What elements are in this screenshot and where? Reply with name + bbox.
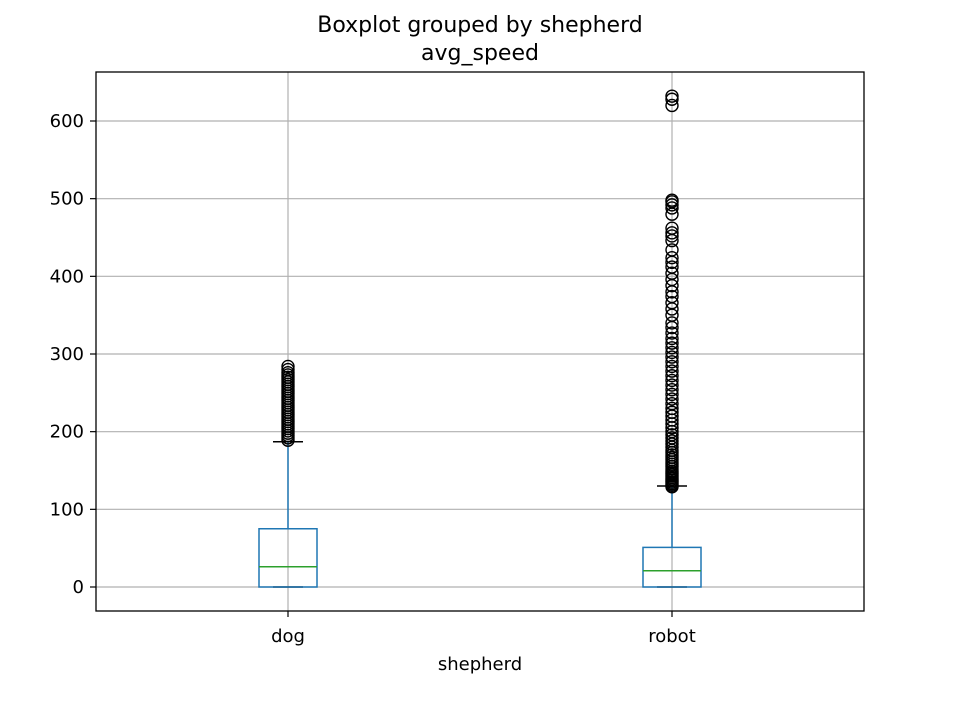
outlier-point [665, 434, 679, 448]
outlier-point [665, 373, 679, 388]
outlier-point [665, 331, 679, 346]
outlier-point [665, 243, 679, 257]
outlier-point [665, 289, 679, 304]
plot-frame [95, 71, 865, 612]
outlier-point [281, 359, 295, 374]
box-group-dog [258, 359, 318, 588]
outlier-point [665, 383, 679, 397]
outlier-point [665, 89, 679, 103]
outlier-point [665, 92, 679, 106]
x-tick-label: dog [271, 626, 305, 647]
box-group-robot [642, 89, 702, 588]
outlier-point [665, 221, 679, 235]
outlier-point [665, 359, 679, 374]
outlier-point [665, 316, 679, 330]
y-tick-label: 200 [50, 422, 84, 443]
y-tick-label: 0 [73, 577, 84, 598]
x-axis-label: shepherd [438, 654, 522, 675]
x-tick-label: robot [648, 626, 696, 647]
y-tick-label: 100 [50, 499, 84, 520]
outlier-point [665, 392, 679, 406]
outlier-point [665, 198, 679, 212]
outlier-point [281, 365, 295, 380]
outlier-point [665, 336, 679, 350]
y-tick-label: 500 [50, 189, 84, 210]
outlier-point [665, 355, 679, 369]
y-tick-label: 400 [50, 266, 84, 287]
tick-layer: 0 100 200 300 400 500 600 dog robot [50, 111, 696, 647]
outlier-point [665, 405, 679, 419]
outlier-point [665, 341, 679, 355]
y-tick-label: 600 [50, 111, 84, 132]
outlier-point [665, 201, 679, 215]
outlier-point [665, 98, 679, 113]
outlier-point [665, 229, 679, 243]
outlier-point [665, 226, 679, 240]
outlier-point [665, 296, 679, 310]
outlier-point [665, 387, 679, 402]
outlier-point [665, 266, 679, 280]
outlier-point [665, 345, 679, 360]
outlier-point [665, 350, 679, 364]
iqr-box [258, 528, 318, 588]
outlier-point [665, 260, 679, 274]
outlier-point [665, 364, 679, 378]
chart-title: Boxplot grouped by shepherd [317, 13, 642, 38]
chart-subtitle: avg_speed [421, 41, 539, 66]
outlier-point [665, 378, 679, 392]
outlier-point [665, 401, 679, 416]
box-layer [258, 89, 702, 588]
y-tick-label: 300 [50, 344, 84, 365]
outlier-point [665, 431, 679, 445]
iqr-box [642, 546, 702, 588]
outlier-point [665, 369, 679, 383]
outlier-point [665, 397, 679, 411]
outlier-point [665, 326, 679, 340]
outlier-point [665, 250, 679, 265]
outlier-point [281, 362, 295, 377]
outlier-point [665, 193, 679, 207]
outlier-point [665, 428, 679, 442]
